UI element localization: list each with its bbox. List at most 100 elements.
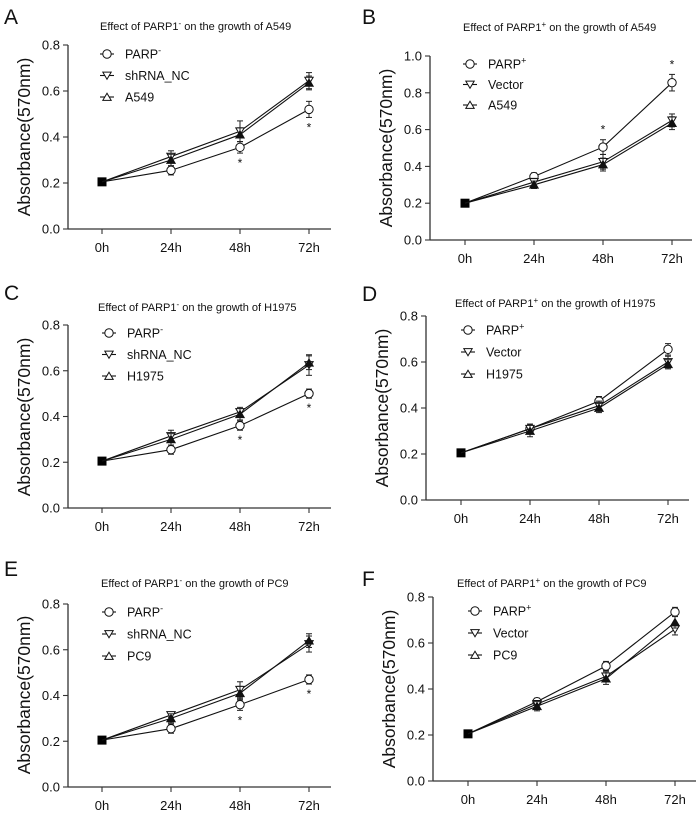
x-tick-label: 0h — [95, 240, 109, 255]
y-tick-label: 0.0 — [42, 501, 60, 516]
marker-circle — [102, 49, 112, 59]
x-tick-label: 24h — [519, 511, 541, 526]
panel-letter: F — [362, 568, 375, 591]
significance-asterisk: * — [307, 120, 312, 134]
legend-label-main: PARP — [127, 606, 160, 620]
series-h1975 — [101, 355, 315, 462]
significance-asterisk: * — [238, 713, 243, 727]
chart-title-main: Effect of PARP1 — [463, 22, 541, 34]
marker-triangle-down — [103, 630, 115, 639]
legend-item: PARP+ — [461, 322, 524, 338]
legend-label: H1975 — [486, 368, 523, 382]
legend-label-main: PARP — [486, 324, 519, 338]
marker-triangle-up — [165, 434, 177, 444]
chart-title-superscript: - — [178, 19, 181, 28]
x-tick-label: 72h — [298, 519, 320, 534]
y-tick-label: 0.0 — [42, 222, 60, 237]
marker-circle — [235, 420, 245, 431]
legend-label: shRNA_NC — [127, 348, 192, 362]
y-tick-label: 0.6 — [400, 355, 418, 370]
chart-title-rest: on the growth of H1975 — [538, 298, 655, 310]
y-tick-label: 0.8 — [400, 309, 418, 324]
panel-f: F Effect of PARP1+ on the growth of PC9Ab… — [362, 568, 696, 807]
chart-title: Effect of PARP1- on the growth of A549 — [100, 19, 291, 33]
marker-triangle-up — [101, 92, 113, 101]
marker-triangle-up — [666, 118, 678, 128]
x-tick-label: 48h — [592, 251, 614, 266]
marker-circle — [598, 142, 608, 152]
legend-item: PARP- — [102, 604, 163, 620]
panel-d: D Effect of PARP1+ on the growth of H1975… — [362, 283, 689, 526]
legend-label-main: PARP — [488, 58, 521, 72]
legend-item: A549 — [463, 99, 517, 113]
marker-triangle-up — [103, 651, 115, 660]
legend-label-main: A549 — [488, 99, 517, 113]
y-tick-label: 0.2 — [42, 734, 60, 749]
legend-label-main: PC9 — [493, 649, 517, 663]
legend-item: shRNA_NC — [102, 348, 192, 362]
chart-title: Effect of PARP1- on the growth of PC9 — [101, 576, 289, 590]
panel-letter: E — [4, 558, 18, 581]
legend-label-main: shRNA_NC — [125, 69, 190, 83]
legend-item: PC9 — [468, 649, 517, 663]
significance-asterisk: * — [307, 687, 312, 701]
marker-circle — [667, 77, 677, 88]
x-tick-label: 48h — [588, 511, 610, 526]
panel-b: B Effect of PARP1+ on the growth of A549A… — [362, 6, 692, 266]
x-tick-label: 24h — [160, 240, 182, 255]
legend-label-main: H1975 — [486, 368, 523, 382]
legend-item: Vector — [468, 627, 528, 641]
y-tick-label: 0.4 — [42, 130, 60, 145]
y-tick-label: 0.6 — [42, 363, 60, 378]
y-tick-label: 0.6 — [42, 642, 60, 657]
significance-asterisk: * — [238, 433, 243, 447]
y-tick-label: 0.6 — [407, 636, 425, 651]
x-tick-label: 0h — [458, 251, 472, 266]
legend-item: shRNA_NC — [100, 69, 190, 83]
marker-circle — [104, 328, 114, 338]
marker-triangle-up — [303, 78, 315, 87]
chart-title-superscript: + — [533, 296, 538, 305]
legend-label: shRNA_NC — [127, 628, 192, 642]
legend-label-main: PC9 — [127, 650, 151, 664]
chart-title-rest: on the growth of PC9 — [182, 578, 288, 590]
y-tick-label: 0.2 — [42, 455, 60, 470]
legend-label: PARP+ — [488, 56, 526, 72]
series-line — [467, 611, 676, 735]
y-axis-label: Absorbance(570nm) — [14, 58, 34, 217]
legend-label-main: Vector — [486, 346, 521, 360]
legend-label: Vector — [488, 78, 523, 92]
chart-title-rest: on the growth of A549 — [181, 21, 291, 33]
legend-label: H1975 — [127, 370, 164, 384]
x-tick-label: 0h — [454, 511, 468, 526]
marker-circle — [463, 325, 473, 335]
legend-label: PARP+ — [486, 322, 524, 338]
legend-item: H1975 — [461, 368, 523, 382]
legend-item: shRNA_NC — [102, 628, 192, 642]
legend-item: PC9 — [102, 650, 151, 664]
legend-label-main: H1975 — [127, 370, 164, 384]
y-tick-label: 0.0 — [404, 233, 422, 248]
series-line — [101, 640, 310, 741]
y-tick-label: 0.8 — [42, 318, 60, 333]
legend-label-main: PARP — [493, 605, 526, 619]
y-tick-label: 0.4 — [42, 688, 60, 703]
marker-triangle-up — [662, 359, 674, 369]
legend-label-superscript: - — [160, 325, 163, 335]
significance-asterisk: * — [238, 156, 243, 170]
x-tick-label: 72h — [657, 511, 679, 526]
marker-triangle-up — [531, 701, 543, 711]
series-line — [464, 122, 673, 204]
chart-title: Effect of PARP1+ on the growth of PC9 — [457, 576, 647, 590]
series-pc9 — [101, 633, 315, 741]
series-vector — [464, 113, 678, 204]
marker-triangle-up — [464, 100, 476, 109]
marker-circle — [663, 344, 673, 355]
series-line — [467, 621, 676, 735]
y-tick-label: 0.4 — [407, 682, 425, 697]
marker-circle — [304, 388, 314, 399]
marker-triangle-down — [469, 629, 481, 638]
x-tick-label: 24h — [160, 519, 182, 534]
legend-label-superscript: + — [521, 56, 526, 66]
